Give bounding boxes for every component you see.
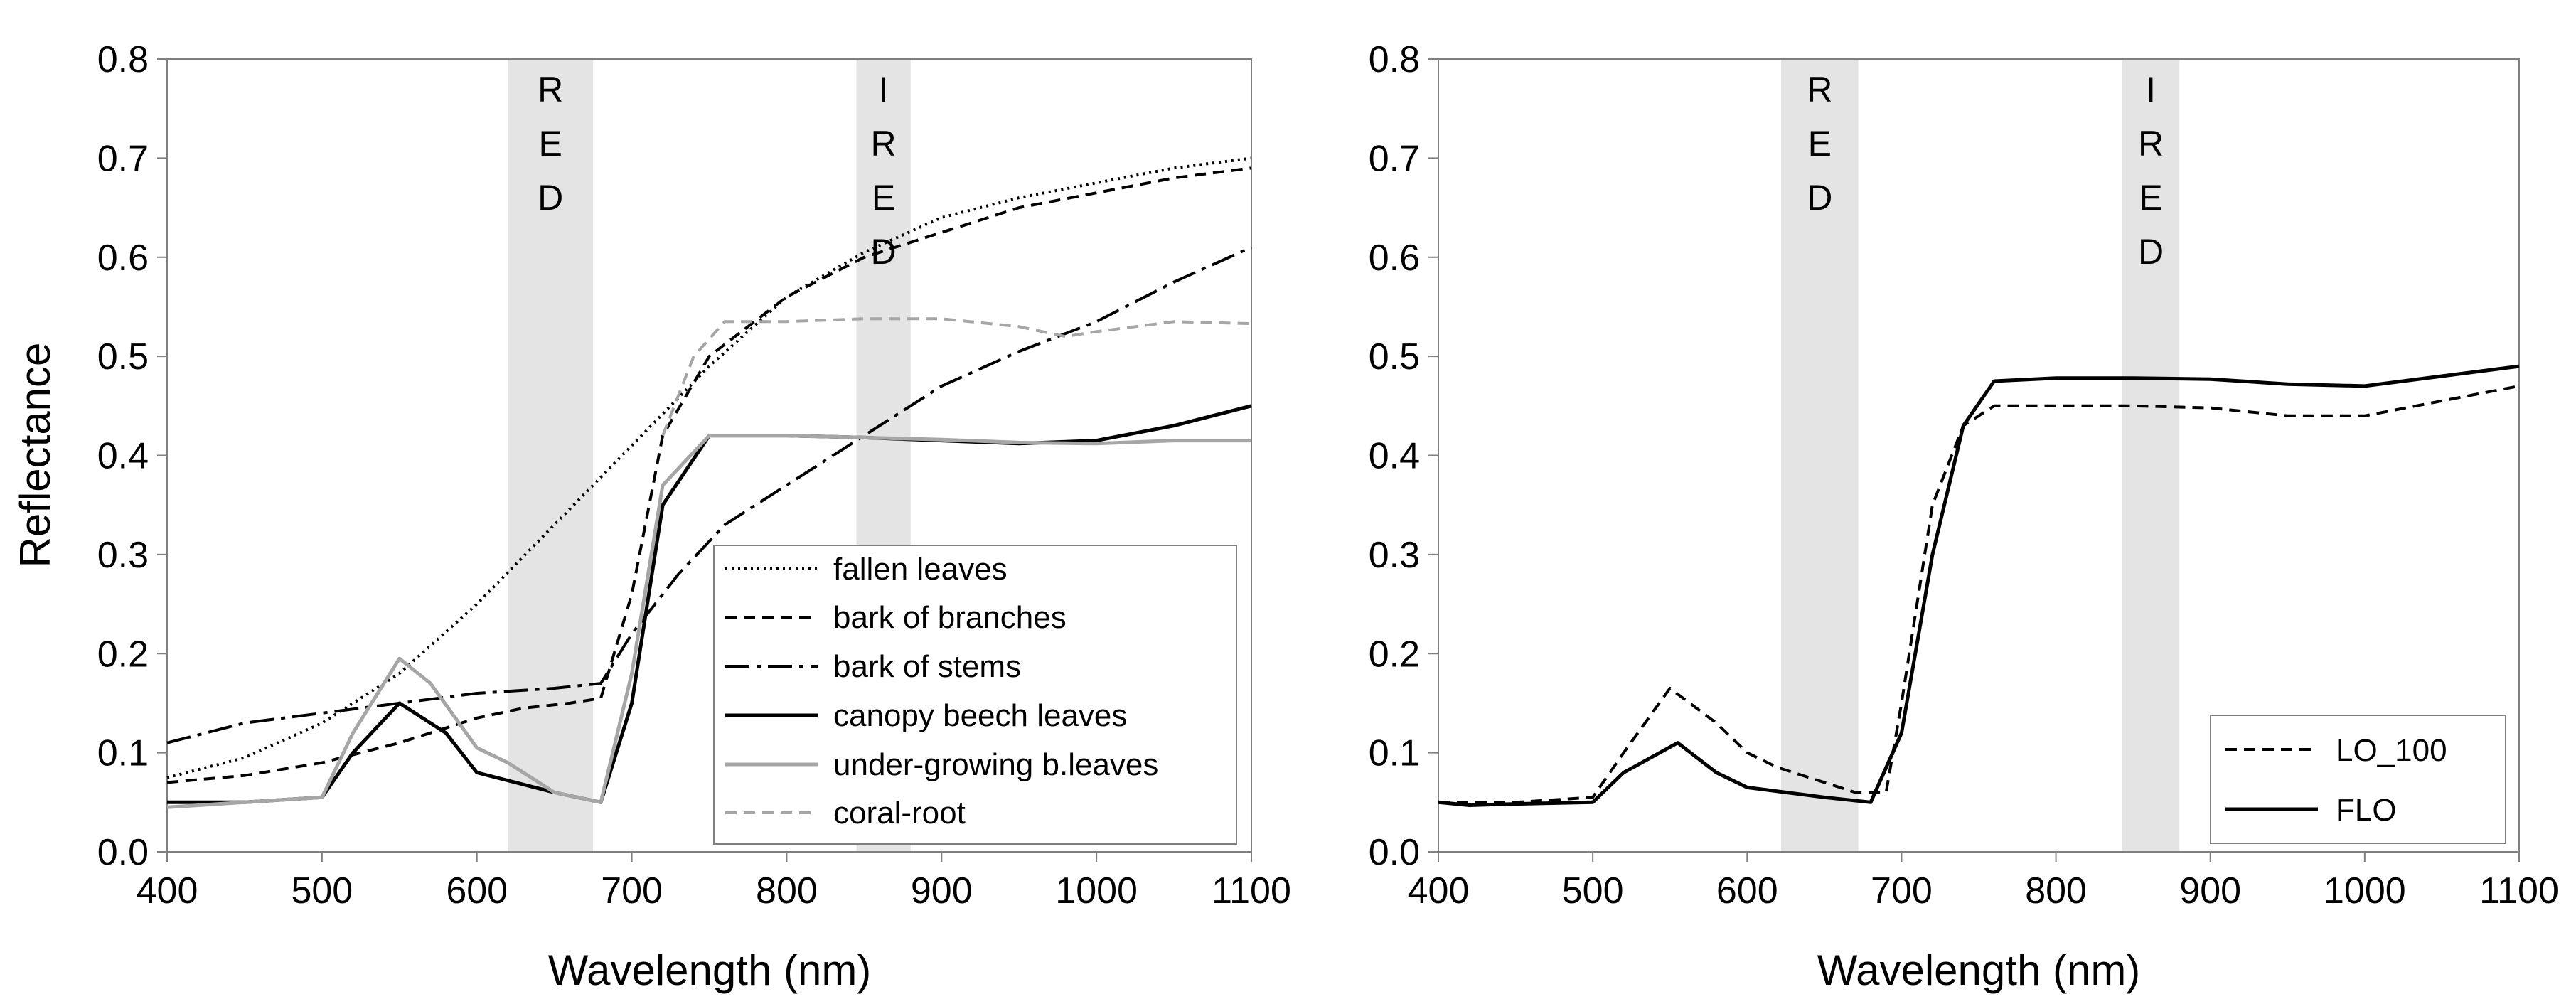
legend-entry: bark of branches bbox=[725, 600, 1067, 635]
y-axis-ticks: 0.0 0.1 0.2 0.3 0.4 0.5 0.6 0.7 0.8 bbox=[1369, 39, 1438, 873]
y-axis-ticks: 0.0 0.1 0.2 0.3 0.4 0.5 0.6 0.7 0.8 bbox=[97, 39, 167, 873]
y-tick-label: 0.2 bbox=[1369, 634, 1420, 675]
band-label-letter: D bbox=[1807, 178, 1832, 218]
band-label-letter: R bbox=[538, 70, 563, 110]
legend-entry: coral-root bbox=[725, 796, 966, 831]
x-axis-title: Wavelength (nm) bbox=[1817, 946, 2141, 994]
y-tick-label: 0.7 bbox=[1369, 138, 1420, 179]
band-label-letter: R bbox=[2138, 124, 2164, 164]
x-tick-label: 1100 bbox=[2479, 870, 2559, 912]
x-tick-label: 800 bbox=[2025, 870, 2087, 912]
band-label-letter: E bbox=[539, 124, 562, 164]
x-tick-label: 900 bbox=[911, 870, 973, 912]
legend: LO_100 FLO bbox=[2210, 715, 2506, 844]
x-axis-ticks: 400 500 600 700 800 900 1000 1100 bbox=[137, 852, 1291, 912]
legend-label: coral-root bbox=[833, 796, 966, 831]
legend-box bbox=[2210, 715, 2506, 844]
band-ired bbox=[2122, 59, 2180, 852]
y-tick-label: 0.8 bbox=[97, 39, 149, 80]
y-tick-label: 0.5 bbox=[97, 336, 149, 378]
series-lines bbox=[166, 156, 1252, 809]
x-tick-label: 1000 bbox=[1055, 870, 1138, 912]
legend: fallen leaves bark of branches bark of s… bbox=[713, 545, 1237, 845]
y-tick-label: 0.3 bbox=[97, 535, 149, 576]
x-tick-label: 500 bbox=[1562, 870, 1624, 912]
x-tick-label: 600 bbox=[1716, 870, 1778, 912]
y-tick-label: 0.6 bbox=[97, 237, 149, 279]
band-label-letter: D bbox=[871, 232, 897, 272]
series-line-under-growing-b-leaves bbox=[166, 434, 1251, 809]
y-tick-label: 0.4 bbox=[1369, 436, 1420, 477]
x-tick-label: 500 bbox=[291, 870, 353, 912]
band-red bbox=[508, 59, 594, 852]
y-tick-label: 0.6 bbox=[1369, 237, 1420, 279]
y-tick-label: 0.0 bbox=[1369, 832, 1420, 873]
band-label-letter: R bbox=[871, 124, 897, 164]
legend-entry: FLO bbox=[2225, 793, 2397, 828]
band-label-letter: I bbox=[879, 70, 889, 110]
series-lines bbox=[1438, 364, 2520, 807]
x-tick-label: 1000 bbox=[2324, 870, 2406, 912]
legend-box bbox=[713, 545, 1237, 845]
x-tick-label: 1100 bbox=[1212, 870, 1291, 912]
legend-entry: bark of stems bbox=[725, 649, 1021, 684]
legend-label: FLO bbox=[2336, 793, 2397, 828]
x-tick-label: 900 bbox=[2179, 870, 2241, 912]
legend-entry: canopy beech leaves bbox=[725, 698, 1127, 733]
y-tick-label: 0.0 bbox=[97, 832, 149, 873]
x-tick-label: 400 bbox=[1408, 870, 1470, 912]
y-axis-title: Reflectance bbox=[11, 343, 59, 568]
band-label-letter: I bbox=[2146, 70, 2156, 110]
series-line-bark-of-stems bbox=[166, 245, 1252, 744]
y-tick-label: 0.4 bbox=[97, 436, 149, 477]
legend-label: under-growing b.leaves bbox=[833, 747, 1158, 782]
y-tick-label: 0.2 bbox=[97, 634, 149, 675]
y-tick-label: 0.3 bbox=[1369, 535, 1420, 576]
x-tick-label: 700 bbox=[601, 870, 663, 912]
x-tick-label: 400 bbox=[137, 870, 198, 912]
x-tick-label: 600 bbox=[446, 870, 508, 912]
y-tick-label: 0.1 bbox=[97, 733, 149, 774]
band-label-letter: R bbox=[1807, 70, 1832, 110]
legend-entry: under-growing b.leaves bbox=[725, 747, 1158, 782]
x-axis-title: Wavelength (nm) bbox=[548, 946, 872, 994]
legend-label: LO_100 bbox=[2336, 733, 2447, 768]
y-tick-label: 0.1 bbox=[1369, 733, 1420, 774]
band-label-letter: D bbox=[2138, 232, 2164, 272]
legend-label: bark of stems bbox=[833, 649, 1021, 684]
legend-label: bark of branches bbox=[833, 600, 1067, 635]
y-tick-label: 0.5 bbox=[1369, 336, 1420, 378]
band-label-letter: D bbox=[538, 178, 563, 218]
x-tick-label: 700 bbox=[1871, 870, 1933, 912]
band-label-letter: E bbox=[2139, 178, 2162, 218]
band-label-letter: E bbox=[1808, 124, 1832, 164]
series-line-coral-root bbox=[661, 317, 1252, 437]
y-tick-label: 0.7 bbox=[97, 138, 149, 179]
legend-label: canopy beech leaves bbox=[833, 698, 1127, 733]
series-line-flo bbox=[1438, 364, 2520, 807]
x-axis-ticks: 400 500 600 700 800 900 1000 1100 bbox=[1408, 852, 2559, 912]
series-line-fallen-leaves bbox=[166, 156, 1252, 779]
legend-label: fallen leaves bbox=[833, 552, 1008, 587]
band-label-letter: E bbox=[872, 178, 895, 218]
series-line-bark-of-branches bbox=[166, 166, 1252, 784]
y-tick-label: 0.8 bbox=[1369, 39, 1420, 80]
legend-entry: LO_100 bbox=[2225, 733, 2447, 768]
band-red bbox=[1781, 59, 1859, 852]
legend-entry: fallen leaves bbox=[725, 552, 1008, 587]
x-tick-label: 800 bbox=[756, 870, 818, 912]
